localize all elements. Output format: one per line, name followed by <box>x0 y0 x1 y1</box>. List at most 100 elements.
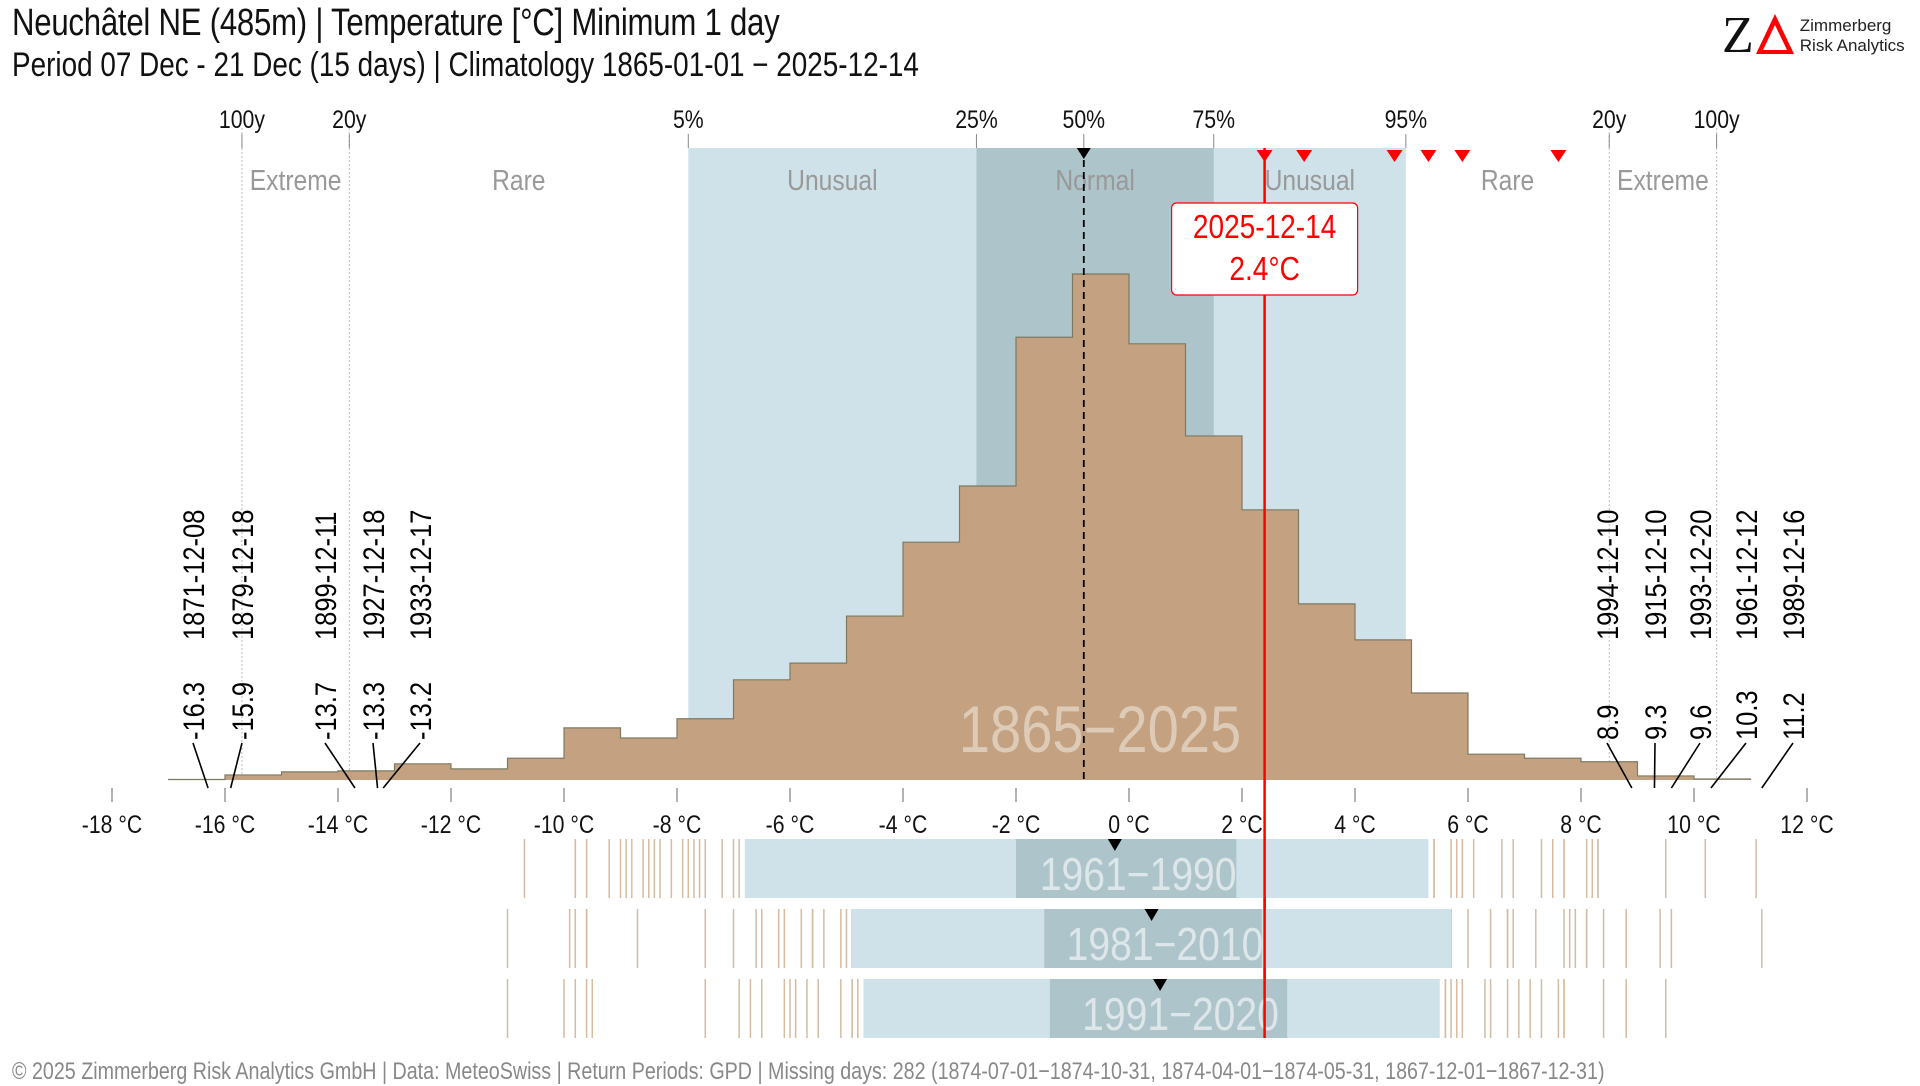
histogram-bar <box>733 679 790 780</box>
histogram-bar <box>1468 754 1525 780</box>
histogram-bar <box>507 758 564 780</box>
current-value-callout: 2025-12-14 2.4°C <box>1170 202 1359 296</box>
recent-value-marker-icon <box>1296 150 1313 162</box>
x-axis-tick-label: 0 °C <box>1108 810 1150 838</box>
recent-value-marker-icon <box>1256 150 1273 162</box>
top-axis-label: 100y <box>1694 105 1740 133</box>
period-label-group: 1865−2025 <box>959 693 1241 766</box>
record-date-label: 1961-12-12 <box>1730 510 1763 640</box>
recent-value-marker-icon <box>1420 150 1437 162</box>
category-labels: Extreme Rare Unusual Normal Unusual Rare Extre… <box>250 164 1709 196</box>
top-axis: 5% 25% 50% 75% 95% 100y 20y 20y 100y <box>219 105 1740 162</box>
top-axis-label: 20y <box>332 105 367 133</box>
record-leader-line <box>192 742 209 789</box>
top-axis-label: 5% <box>673 105 704 133</box>
strip-median-marker-icon <box>1144 909 1159 921</box>
period-label: 1865−2025 <box>959 693 1241 766</box>
record-leader-line <box>1606 742 1633 789</box>
strip-normal-band <box>1016 839 1237 898</box>
record-leader-line <box>1653 742 1656 789</box>
x-axis-tick-label: -8 °C <box>653 810 702 838</box>
reference-strip: 1961−1990 <box>523 839 1757 901</box>
histogram-bar <box>1581 761 1638 780</box>
histogram-bar <box>790 663 847 780</box>
record-value-label: 10.3 <box>1730 690 1763 740</box>
record-value-label: -13.7 <box>309 682 342 740</box>
strip-median-marker-icon <box>1153 979 1168 991</box>
histogram-bar <box>1185 435 1242 780</box>
record-date-label: 1927-12-18 <box>357 510 390 640</box>
record-date-label: 1915-12-10 <box>1639 510 1672 640</box>
x-axis-tick-label: 12 °C <box>1780 810 1833 838</box>
x-axis-tick-label: -18 °C <box>82 810 142 838</box>
record-date-label: 1933-12-17 <box>404 510 437 640</box>
callout-value: 2.4°C <box>1229 251 1299 288</box>
reference-period-strips: 1961−1990 1981−2010 1991−2020 <box>506 839 1763 1041</box>
strip-period-label: 1981−2010 <box>1067 919 1264 971</box>
return-period-lines <box>241 128 1718 780</box>
record-leader-line <box>382 742 421 789</box>
record-value-label: 11.2 <box>1777 692 1810 740</box>
logo-line-2: Risk Analytics <box>1799 36 1905 55</box>
chart-subtitle: Period 07 Dec - 21 Dec (15 days) | Clima… <box>12 46 919 84</box>
record-date-label: 1989-12-16 <box>1777 510 1810 640</box>
logo-text: Zimmerberg Risk Analytics <box>1800 16 1905 56</box>
x-axis-tick-label: 6 °C <box>1447 810 1489 838</box>
footer-credits: © 2025 Zimmerberg Risk Analytics GmbH | … <box>12 1058 1605 1085</box>
record-date-label: 1993-12-20 <box>1684 510 1717 640</box>
histogram-bar <box>846 616 903 780</box>
histogram-bar <box>1072 274 1129 780</box>
histogram-bar <box>1016 337 1073 780</box>
x-axis-tick-label: 4 °C <box>1334 810 1376 838</box>
logo-delta-icon <box>1755 14 1794 54</box>
record-date-label: 1871-12-08 <box>177 510 210 640</box>
category-label-extreme: Extreme <box>1617 164 1709 196</box>
x-axis-tick-label: -16 °C <box>195 810 255 838</box>
record-leader-line <box>1710 742 1747 789</box>
record-leader-line <box>324 742 356 789</box>
top-axis-label: 25% <box>955 105 998 133</box>
record-value-label: 9.6 <box>1684 705 1717 740</box>
x-axis-tick-label: 8 °C <box>1560 810 1602 838</box>
top-axis-label: 75% <box>1192 105 1235 133</box>
x-axis-tick-label: -2 °C <box>992 810 1041 838</box>
histogram-bar <box>1355 639 1412 780</box>
histogram-bar <box>564 727 621 780</box>
record-value-label: -15.9 <box>226 682 259 740</box>
strip-normal-band <box>1049 979 1288 1038</box>
record-value-label: 8.9 <box>1591 705 1624 740</box>
record-value-label: -13.3 <box>357 682 390 740</box>
record-leader-line <box>229 742 243 789</box>
histogram-bar <box>225 774 282 780</box>
record-leader-line <box>1761 742 1794 789</box>
record-date-label: 1994-12-10 <box>1591 510 1624 640</box>
category-label-unusual: Unusual <box>1265 164 1355 196</box>
histogram-bar <box>620 738 677 780</box>
record-date-label: 1879-12-18 <box>226 510 259 640</box>
histogram-bar <box>1637 775 1694 780</box>
histogram-bar <box>451 768 508 780</box>
x-axis-tick-label: -10 °C <box>534 810 594 838</box>
record-annotations: -16.3 1871-12-08 -15.9 1879-12-18 -13.7 1899-… <box>177 510 1810 789</box>
top-axis-label: 95% <box>1385 105 1428 133</box>
record-leader-line <box>1670 742 1701 789</box>
callout-date: 2025-12-14 <box>1193 209 1336 246</box>
histogram-bar <box>677 718 734 780</box>
histogram-bars <box>167 273 1752 781</box>
record-value-label: -16.3 <box>177 682 210 740</box>
x-axis-tick-label: -6 °C <box>766 810 815 838</box>
reference-strip: 1981−2010 <box>506 909 1763 971</box>
histogram-bar <box>1242 509 1299 780</box>
category-label-extreme: Extreme <box>250 164 342 196</box>
histogram-bar <box>1129 343 1186 780</box>
histogram-bar <box>1524 758 1581 780</box>
strip-period-label: 1961−1990 <box>1040 849 1237 901</box>
callout-box <box>1170 202 1359 296</box>
record-value-label: -13.2 <box>404 682 437 740</box>
category-label-unusual: Unusual <box>787 164 877 196</box>
strip-normal-band <box>1044 909 1262 968</box>
x-axis-tick-label: -12 °C <box>421 810 481 838</box>
logo-line-1: Zimmerberg <box>1799 16 1892 35</box>
record-leader-line <box>372 742 379 789</box>
